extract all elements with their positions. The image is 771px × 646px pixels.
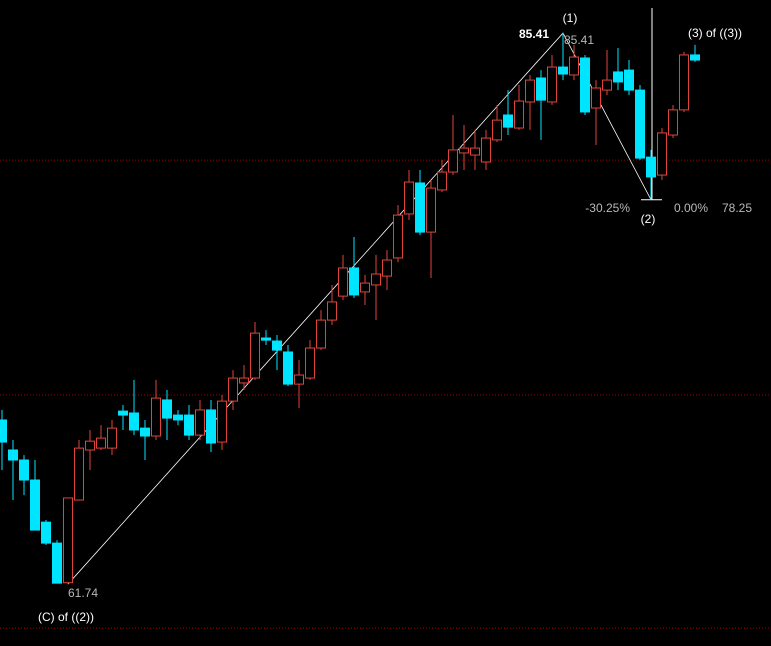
candle-body — [360, 282, 370, 293]
candle-body — [63, 497, 73, 584]
candle-body — [173, 414, 183, 421]
candle-body — [503, 114, 513, 128]
candle-body — [294, 374, 304, 385]
candle-body — [437, 171, 447, 191]
wave-line — [67, 32, 652, 585]
zero-pct: 0.00% — [674, 201, 708, 215]
candle-body — [448, 149, 458, 173]
candles — [0, 33, 700, 585]
peak-price: 85.41 — [564, 33, 594, 47]
candle-body — [690, 54, 700, 61]
candle-body — [613, 71, 623, 83]
candle-body — [239, 377, 249, 384]
candle-body — [382, 259, 392, 277]
candle-body — [195, 409, 205, 436]
wave-1-label: (1) — [563, 11, 578, 25]
start-price: 61.74 — [68, 586, 98, 600]
candle-body — [261, 337, 271, 341]
candle-body — [283, 351, 293, 385]
low-price: 78.25 — [722, 201, 752, 215]
candle-body — [151, 397, 161, 437]
candle-body — [459, 147, 469, 154]
candle-body — [316, 319, 326, 349]
candle-body — [19, 459, 29, 481]
candle-body — [327, 301, 337, 321]
candle-body — [426, 187, 436, 233]
candle-body — [525, 79, 535, 103]
candle-body — [140, 427, 150, 437]
candle-body — [184, 414, 194, 436]
annotations: 85.41 85.41 (1) (3) of ((3)) -30.25% (2)… — [38, 11, 752, 624]
candle-body — [52, 542, 62, 584]
candle-body — [30, 479, 40, 531]
candle-body — [646, 156, 656, 178]
candle-body — [580, 57, 590, 113]
candle-body — [657, 132, 667, 176]
candle-body — [338, 267, 348, 297]
candle-body — [547, 66, 557, 103]
candle-body — [635, 89, 645, 159]
candle-body — [470, 147, 480, 156]
candle-body — [514, 100, 524, 129]
peak-label: 85.41 — [519, 27, 549, 41]
candle-body — [250, 332, 260, 379]
candle-body — [668, 109, 678, 136]
wave-c-label: (C) of ((2)) — [38, 610, 94, 624]
candle-body — [492, 119, 502, 141]
candle-body — [118, 410, 128, 416]
candle-body — [371, 273, 381, 286]
wave-2-label: (2) — [641, 212, 656, 226]
candle-body — [85, 440, 95, 451]
candle-body — [129, 412, 139, 431]
candle-body — [107, 427, 117, 449]
candle-body — [0, 419, 7, 443]
grid — [0, 159, 771, 629]
candle-body — [228, 377, 238, 402]
candle-body — [162, 399, 172, 419]
candle-body — [393, 214, 403, 259]
wave-3-label: (3) of ((3)) — [688, 26, 742, 40]
candle-body — [206, 409, 216, 444]
candle-body — [8, 449, 18, 461]
candle-body — [415, 182, 425, 233]
candle-body — [96, 437, 106, 449]
candle-body — [217, 400, 227, 443]
candle-body — [602, 79, 612, 91]
candle-body — [536, 77, 546, 101]
candle-body — [41, 521, 51, 544]
candle-body — [679, 54, 689, 111]
candle-body — [624, 69, 634, 91]
candle-body — [404, 181, 414, 215]
candle-body — [569, 56, 579, 76]
candle-body — [481, 137, 491, 163]
candle-body — [349, 267, 359, 296]
candle-body — [558, 66, 568, 75]
candle-body — [74, 447, 84, 501]
candle-body — [272, 340, 282, 351]
candle-body — [591, 87, 601, 109]
candle-body — [305, 347, 315, 379]
retrace-pct: -30.25% — [585, 201, 630, 215]
